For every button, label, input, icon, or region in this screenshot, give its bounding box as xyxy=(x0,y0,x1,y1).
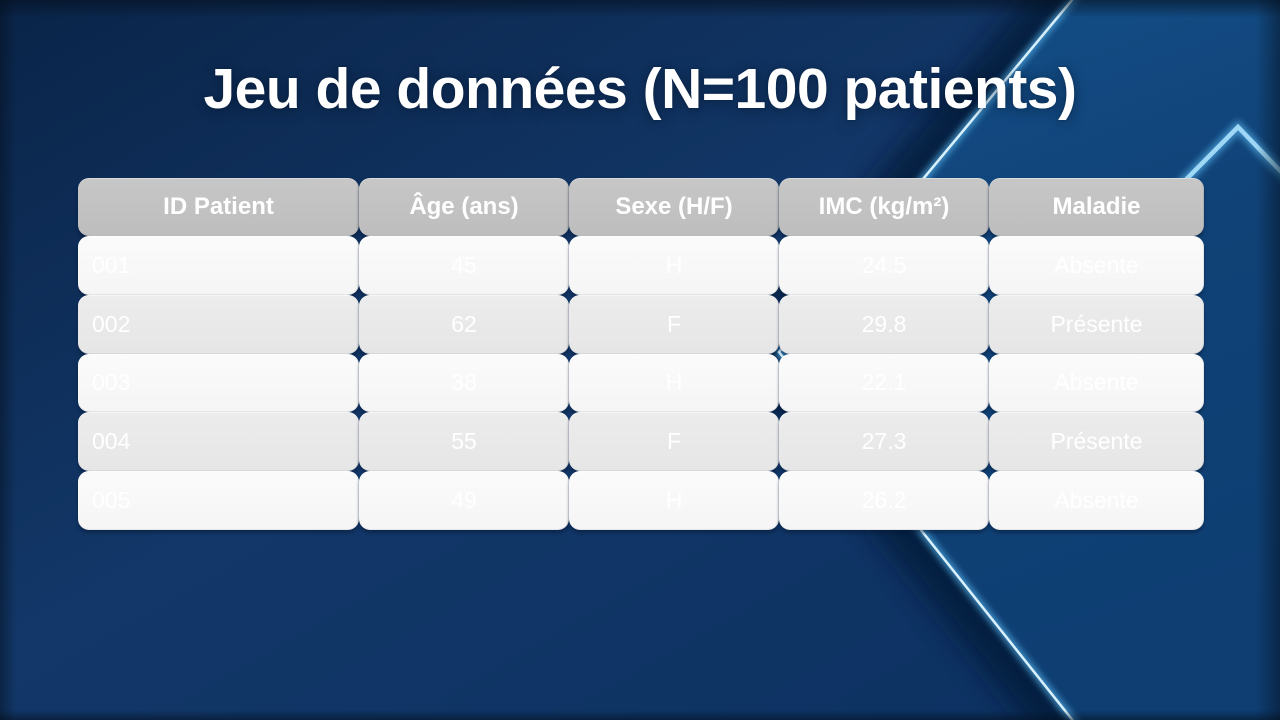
table-cell: Présente xyxy=(989,412,1204,472)
table-cell: 002 xyxy=(78,294,359,354)
table-cell: Absente xyxy=(989,353,1204,413)
table-cell: 001 xyxy=(78,236,359,295)
table-cell: 27.3 xyxy=(779,412,989,472)
table-cell: H xyxy=(569,353,779,413)
table-cell: Absente xyxy=(989,471,1204,530)
column-header: Maladie xyxy=(989,178,1204,236)
table-cell: 62 xyxy=(359,294,569,354)
edge-vignette-left xyxy=(0,0,16,720)
table-cell: 45 xyxy=(359,236,569,295)
table-cell: H xyxy=(569,236,779,295)
table-cell: F xyxy=(569,412,779,472)
slide-title: Jeu de données (N=100 patients) xyxy=(203,57,1077,121)
table-cell: 55 xyxy=(359,412,569,472)
table-cell: H xyxy=(569,471,779,530)
table-cell: 49 xyxy=(359,471,569,530)
table-cell: 22.1 xyxy=(779,353,989,413)
table-cell: F xyxy=(569,294,779,354)
edge-vignette-right xyxy=(1256,0,1280,720)
diagonal-glow-line xyxy=(777,0,1075,720)
table-cell: 003 xyxy=(78,353,359,413)
column-header: ID Patient xyxy=(78,178,359,236)
table-cell: Absente xyxy=(989,236,1204,295)
column-header: IMC (kg/m²) xyxy=(779,178,989,236)
column-header: Âge (ans) xyxy=(359,178,569,236)
column-header: Sexe (H/F) xyxy=(569,178,779,236)
table-cell: Présente xyxy=(989,294,1204,354)
table-cell: 005 xyxy=(78,471,359,530)
edge-vignette-bottom xyxy=(0,710,1280,720)
table-cell: 29.8 xyxy=(779,294,989,354)
table-cell: 004 xyxy=(78,412,359,472)
table-cell: 26.2 xyxy=(779,471,989,530)
table-cell: 24.5 xyxy=(779,236,989,295)
table-cell: 38 xyxy=(359,353,569,413)
edge-vignette-top xyxy=(0,0,1280,18)
patient-data-table: ID Patient Âge (ans) Sexe (H/F) IMC (kg/m²)… xyxy=(78,178,1204,530)
